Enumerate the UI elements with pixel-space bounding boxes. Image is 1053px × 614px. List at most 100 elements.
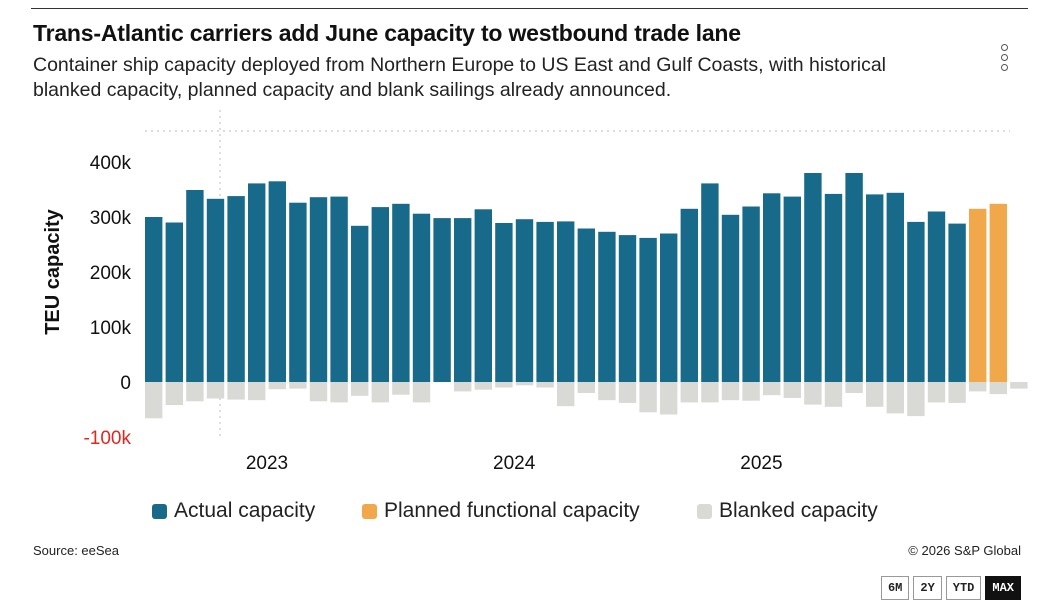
bar-actual-capacity — [206, 198, 225, 382]
bar-actual-capacity — [474, 209, 492, 382]
bar-blanked-capacity — [886, 382, 904, 414]
bar-actual-capacity — [763, 193, 781, 382]
bar-blanked-capacity — [309, 382, 328, 402]
legend-swatch-planned — [362, 503, 377, 519]
bar-blanked-capacity — [515, 382, 534, 386]
bar-blanked-capacity — [536, 382, 554, 388]
legend-label-actual: Actual capacity — [174, 499, 316, 522]
y-tick-label: 200k — [90, 263, 132, 284]
bars-layer — [145, 173, 1028, 419]
bar-actual-capacity — [618, 235, 637, 382]
bar-blanked-capacity — [783, 382, 801, 398]
source-note: Source: eeSea — [33, 543, 120, 558]
bar-actual-capacity — [927, 211, 946, 382]
bar-actual-capacity — [907, 221, 925, 382]
bar-blanked-capacity — [660, 382, 678, 415]
bar-actual-capacity — [660, 233, 678, 382]
y-tick-label: 100k — [90, 318, 132, 339]
bar-blanked-capacity — [392, 382, 410, 395]
bar-actual-capacity — [351, 225, 369, 382]
x-year-label: 2024 — [493, 453, 536, 474]
bar-actual-capacity — [454, 218, 472, 382]
bar-blanked-capacity — [145, 382, 163, 419]
bar-actual-capacity — [804, 173, 822, 382]
legend-label-planned: Planned functional capacity — [384, 499, 640, 522]
y-tick-label: -100k — [83, 428, 131, 449]
bar-blanked-capacity — [289, 382, 307, 389]
bar-blanked-capacity — [186, 382, 204, 402]
bar-actual-capacity — [824, 193, 843, 382]
bar-actual-capacity — [330, 196, 348, 382]
copyright-note: © 2026 S&P Global — [908, 543, 1021, 558]
bar-actual-capacity — [886, 192, 904, 382]
grid-layer — [145, 110, 1010, 440]
bar-actual-capacity — [371, 207, 389, 382]
bar-blanked-capacity — [763, 382, 781, 396]
range-button-2y[interactable]: 2Y — [913, 576, 942, 600]
bar-actual-capacity — [721, 214, 740, 382]
bar-actual-capacity — [845, 173, 863, 382]
bar-blanked-capacity — [227, 382, 245, 400]
bar-blanked-capacity — [701, 382, 719, 403]
bar-blanked-capacity — [804, 382, 822, 405]
x-year-label: 2025 — [740, 453, 782, 474]
bar-blanked-capacity — [330, 382, 348, 403]
bar-blanked-capacity — [1010, 382, 1028, 389]
bar-actual-capacity — [268, 181, 286, 383]
bar-planned-functional-capacity — [989, 203, 1007, 382]
bar-blanked-capacity — [454, 382, 472, 392]
y-tick-label: 0 — [120, 373, 131, 394]
bar-actual-capacity — [557, 221, 575, 382]
bar-blanked-capacity — [824, 382, 843, 407]
bar-blanked-capacity — [721, 382, 740, 401]
bar-blanked-capacity — [907, 382, 925, 417]
bar-actual-capacity — [227, 196, 245, 382]
bar-blanked-capacity — [495, 382, 513, 388]
bar-actual-capacity — [515, 219, 534, 382]
range-button-max[interactable]: MAX — [985, 576, 1021, 600]
bar-actual-capacity — [145, 217, 163, 382]
bar-actual-capacity — [186, 190, 204, 382]
bar-actual-capacity — [412, 213, 431, 382]
legend-label-blanked: Blanked capacity — [719, 499, 878, 522]
bar-blanked-capacity — [557, 382, 575, 407]
bar-blanked-capacity — [165, 382, 183, 406]
bar-blanked-capacity — [866, 382, 884, 407]
bar-blanked-capacity — [412, 382, 431, 403]
chart-subtitle: Container ship capacity deployed from No… — [33, 54, 887, 101]
bar-actual-capacity — [577, 228, 595, 382]
bar-actual-capacity — [701, 183, 719, 382]
bar-blanked-capacity — [969, 382, 987, 392]
range-button-ytd[interactable]: YTD — [945, 576, 982, 600]
bar-blanked-capacity — [351, 382, 369, 396]
bar-actual-capacity — [309, 197, 328, 382]
bar-actual-capacity — [536, 221, 554, 382]
axis-layer: 400k 300k 200k 100k 0 -100k TEU capacity 2023 20… — [42, 153, 783, 474]
bar-chart: 400k 300k 200k 100k 0 -100k TEU capacity 2023 20… — [42, 110, 1028, 474]
bar-blanked-capacity — [742, 382, 760, 401]
bar-planned-functional-capacity — [969, 208, 987, 383]
legend-swatch-blanked — [697, 503, 712, 519]
bar-blanked-capacity — [248, 382, 266, 401]
bar-blanked-capacity — [474, 382, 492, 390]
bar-blanked-capacity — [618, 382, 637, 403]
bar-actual-capacity — [289, 202, 307, 382]
bar-actual-capacity — [783, 196, 801, 382]
bar-actual-capacity — [680, 208, 698, 383]
bar-blanked-capacity — [927, 382, 946, 403]
bar-blanked-capacity — [948, 382, 966, 403]
range-button-6m[interactable]: 6M — [880, 576, 910, 600]
top-rule — [31, 8, 1028, 9]
legend-item-blanked[interactable]: Blanked capacity — [697, 496, 878, 526]
range-selector: 6M 2Y YTD MAX — [880, 576, 1021, 600]
bar-blanked-capacity — [371, 382, 389, 403]
bar-actual-capacity — [639, 237, 657, 382]
bar-blanked-capacity — [598, 382, 616, 401]
legend-item-planned[interactable]: Planned functional capacity — [362, 496, 640, 526]
y-tick-label: 300k — [90, 208, 132, 229]
bar-actual-capacity — [433, 218, 451, 382]
bar-blanked-capacity — [206, 382, 225, 399]
legend-item-actual[interactable]: Actual capacity — [152, 496, 315, 526]
vertical-ellipsis-icon[interactable] — [996, 44, 1012, 78]
bar-blanked-capacity — [268, 382, 286, 390]
